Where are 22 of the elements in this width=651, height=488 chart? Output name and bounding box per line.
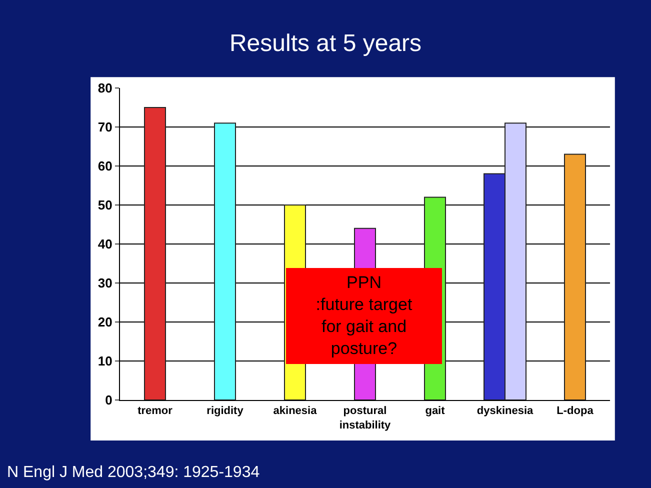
y-tick-label: 10 <box>98 354 112 369</box>
y-tick-label: 70 <box>98 120 112 135</box>
chart-title: Results at 5 years <box>229 30 422 57</box>
bar <box>214 122 236 400</box>
y-tick-label: 20 <box>98 314 112 330</box>
x-tick-label: rigidity <box>206 405 244 418</box>
y-tick-label: 60 <box>98 158 112 174</box>
text: N Engl J Med 2003;349: 1925-1934 <box>7 464 260 481</box>
y-tick-label: 40 <box>98 236 112 252</box>
x-tick-label: dyskinesia <box>476 405 534 418</box>
bar <box>144 107 166 400</box>
y-tick-label: 80 <box>98 80 112 96</box>
callout-box: PPN :future target for gait and posture? <box>286 268 442 364</box>
x-tick-label: L-dopa <box>556 405 594 418</box>
y-tick-label: 50 <box>98 198 112 213</box>
bar <box>564 154 586 400</box>
x-tick-label: akinesia <box>273 405 318 418</box>
y-tick-label: 30 <box>98 276 112 291</box>
x-tick-label: tremor <box>138 405 174 418</box>
x-tick-label: postural instability <box>339 405 392 432</box>
y-tick-label: 0 <box>105 392 112 408</box>
x-tick-label: gait <box>425 405 446 418</box>
